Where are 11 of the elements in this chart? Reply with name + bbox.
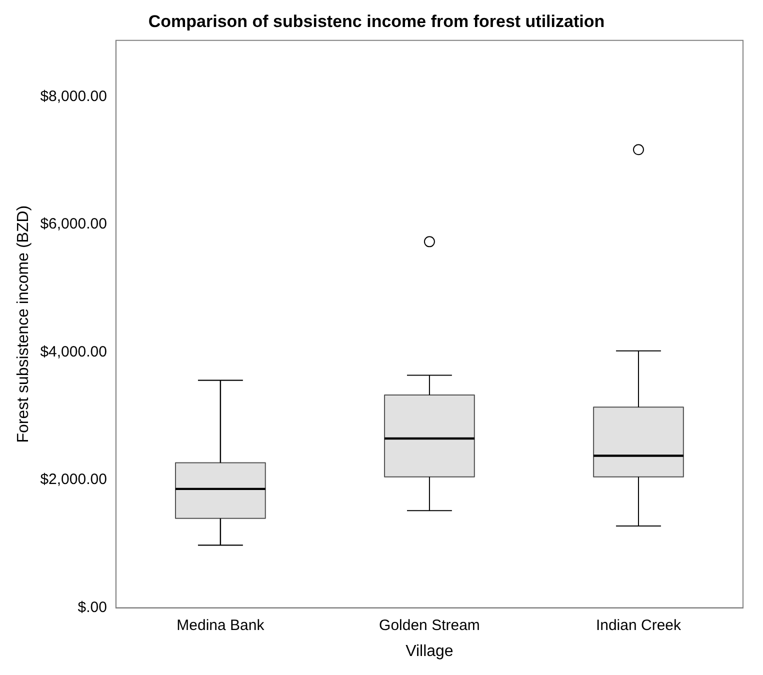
- chart-title: Comparison of subsistenc income from forest utilization: [148, 12, 605, 31]
- y-axis-title: Forest subsistence income (BZD): [15, 205, 32, 443]
- y-tick-label: $.00: [78, 598, 107, 616]
- x-tick-label: Medina Bank: [176, 616, 265, 634]
- x-tick-label: Golden Stream: [379, 616, 480, 634]
- y-tick-label: $8,000.00: [40, 88, 107, 105]
- y-tick-label: $2,000.00: [40, 471, 107, 488]
- x-tick-label: Indian Creek: [596, 616, 682, 634]
- x-axis-title: Village: [406, 642, 454, 660]
- y-tick-label: $4,000.00: [40, 343, 107, 360]
- y-tick-label: $6,000.00: [40, 216, 107, 233]
